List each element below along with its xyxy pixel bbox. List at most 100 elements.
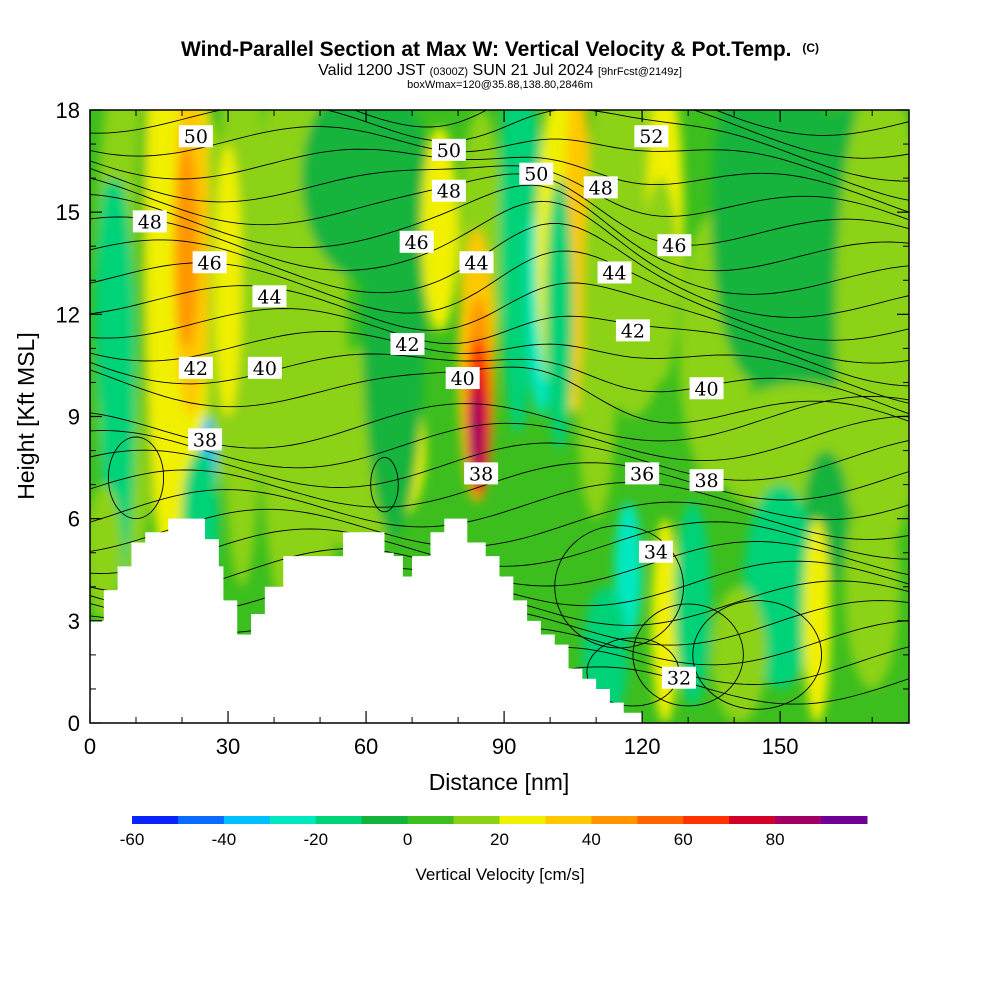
theta-contour-line <box>90 440 909 488</box>
theta-contour-line <box>90 415 909 469</box>
theta-contour-line <box>90 223 909 318</box>
theta-contour-loop <box>554 525 684 649</box>
theta-contour-line <box>90 330 909 404</box>
theta-contour-line <box>90 126 909 201</box>
contour-label-box <box>615 319 650 342</box>
contour-label-text: 42 <box>184 358 208 380</box>
contour-label-text: 40 <box>253 358 277 380</box>
velocity-cell <box>94 178 123 451</box>
chart-subtitle: Valid 1200 JST (0300Z) SUN 21 Jul 2024 [… <box>318 62 682 79</box>
contour-label: 50 <box>519 162 554 186</box>
contour-label: 48 <box>431 179 466 203</box>
velocity-cell <box>470 392 483 475</box>
subtitle-utc: (0300Z) <box>430 66 469 78</box>
colorbar-swatch <box>729 816 776 824</box>
colorbar-swatch <box>361 816 409 824</box>
contour-label: 42 <box>178 356 213 380</box>
colorbar-swatch <box>499 816 546 824</box>
contour-label-text: 44 <box>257 286 281 308</box>
colorbar-swatch <box>591 816 638 824</box>
chart-title: Wind-Parallel Section at Max W: Vertical… <box>181 38 819 61</box>
contour-label-text: 52 <box>639 126 663 148</box>
contour-label-box <box>583 176 618 199</box>
velocity-cell <box>642 178 679 383</box>
contour-label-box <box>188 428 223 451</box>
theta-contour-line <box>90 308 909 387</box>
colorbar-tick-label: -20 <box>303 830 328 849</box>
contour-label: 32 <box>661 666 696 690</box>
contour-label-box <box>661 666 696 689</box>
subtitle-date: SUN 21 Jul 2024 <box>473 62 594 79</box>
y-tick-label: 18 <box>56 98 80 123</box>
velocity-cell <box>175 144 199 349</box>
chart-subtitle-2: boxWmax=120@35.88,138.80,2846m <box>407 79 593 91</box>
velocity-cell <box>844 484 900 689</box>
contour-label: 42 <box>390 332 425 356</box>
colorbar-tick-label: 0 <box>403 830 412 849</box>
y-tick-label: 0 <box>68 711 80 736</box>
colorbar-swatch <box>177 816 225 824</box>
x-tick-label: 120 <box>624 734 661 759</box>
contour-label-box <box>431 138 466 161</box>
theta-contour-line <box>90 366 909 424</box>
colorbar-swatch <box>545 816 592 824</box>
velocity-cell <box>421 127 459 332</box>
contour-label: 44 <box>597 261 632 284</box>
contour-label-box <box>431 179 466 202</box>
contour-label-box <box>192 251 227 274</box>
contour-label: 36 <box>625 462 660 485</box>
theta-contour-line <box>90 481 909 528</box>
contour-label: 46 <box>657 234 692 257</box>
contour-label-box <box>689 469 724 492</box>
contour-label: 48 <box>132 210 167 233</box>
contour-label-box <box>464 462 499 485</box>
theta-contour-loop <box>107 436 165 520</box>
velocity-cell <box>711 586 767 723</box>
velocity-cell <box>545 178 574 451</box>
x-tick-label: 90 <box>492 734 516 759</box>
contour-label: 38 <box>689 469 724 492</box>
contour-label-text: 32 <box>667 668 691 690</box>
velocity-cell <box>577 314 615 519</box>
contour-label-text: 46 <box>662 235 686 257</box>
colorbar-tick-label: 60 <box>674 830 693 849</box>
colorbar-swatch <box>775 816 822 824</box>
theta-contour-line <box>90 282 909 364</box>
contour-label-text: 48 <box>437 181 461 203</box>
contour-label-text: 46 <box>405 232 429 254</box>
theta-contour-line <box>90 200 909 295</box>
contour-label-box <box>519 162 554 185</box>
y-axis-label: Height [Kft MSL] <box>13 332 39 499</box>
contour-label: 48 <box>583 176 618 199</box>
theta-contour-line <box>90 184 909 272</box>
contour-label-box <box>252 285 287 308</box>
velocity-cell <box>214 144 242 417</box>
colorbar-swatch <box>407 816 455 824</box>
subtitle-fcst: [9hrFcst@2149z] <box>598 66 682 78</box>
theta-contour-line <box>90 462 909 508</box>
contour-label: 40 <box>689 377 724 400</box>
contour-label-text: 44 <box>602 262 626 284</box>
contour-label-box <box>657 234 692 257</box>
subtitle-valid: Valid 1200 JST <box>318 62 426 79</box>
contour-label-text: 38 <box>694 470 718 492</box>
contour-label-text: 46 <box>198 252 222 274</box>
theta-contour-line <box>90 173 909 246</box>
contour-label-box <box>178 125 213 148</box>
contour-label: 40 <box>247 356 282 380</box>
colorbar: -60 -40 -20 0 20 40 60 80 <box>120 816 868 849</box>
y-tick-label: 6 <box>68 507 80 532</box>
contour-label-box <box>247 356 282 379</box>
contour-label-box <box>390 332 425 355</box>
contour-label-box <box>597 261 632 284</box>
colorbar-swatch <box>315 816 363 824</box>
velocity-cell <box>301 110 431 281</box>
y-tick-label: 12 <box>56 302 80 327</box>
contour-label-text: 48 <box>138 211 162 233</box>
theta-contour-line <box>90 501 909 552</box>
contour-label: 44 <box>252 285 287 308</box>
contour-label: 50 <box>431 138 466 162</box>
colorbar-swatch <box>683 816 730 824</box>
